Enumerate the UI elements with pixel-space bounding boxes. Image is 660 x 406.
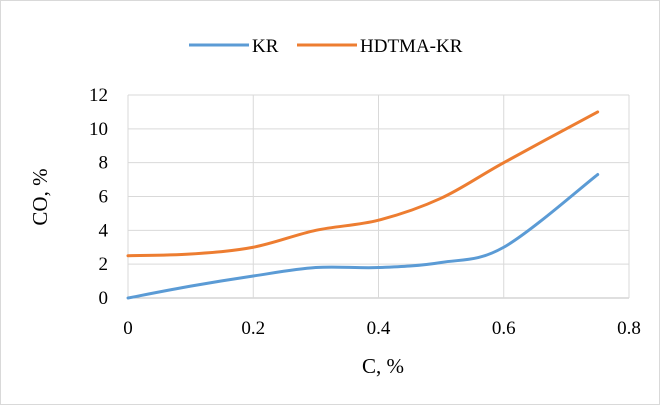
grid — [127, 94, 630, 299]
legend-label-hdtma-kr: HDTMA-KR — [360, 36, 463, 57]
x-tick-label: 0.4 — [367, 318, 391, 339]
series-lines — [126, 110, 600, 300]
y-tick-label: 4 — [99, 220, 109, 241]
y-tick-label: 8 — [99, 153, 109, 174]
tick-labels: 0 2 4 6 8 10 12 0 0.2 0.4 0.6 0.8 — [89, 85, 641, 339]
y-tick-label: 10 — [89, 119, 108, 140]
y-axis-title: CO, % — [28, 168, 52, 225]
legend: KR HDTMA-KR — [189, 36, 463, 57]
x-tick-label: 0.8 — [617, 318, 641, 339]
series-line-hdtma-kr — [126, 110, 600, 258]
y-tick-label: 0 — [99, 288, 109, 309]
series-line-kr — [126, 173, 600, 300]
x-tick-label: 0.2 — [241, 318, 265, 339]
x-axis-title: C, % — [362, 354, 404, 378]
x-tick-label: 0.6 — [492, 318, 516, 339]
y-tick-label: 6 — [99, 187, 109, 208]
legend-label-kr: KR — [252, 36, 279, 57]
x-tick-label: 0 — [123, 318, 133, 339]
y-tick-label: 12 — [89, 85, 108, 106]
y-tick-label: 2 — [99, 254, 109, 275]
